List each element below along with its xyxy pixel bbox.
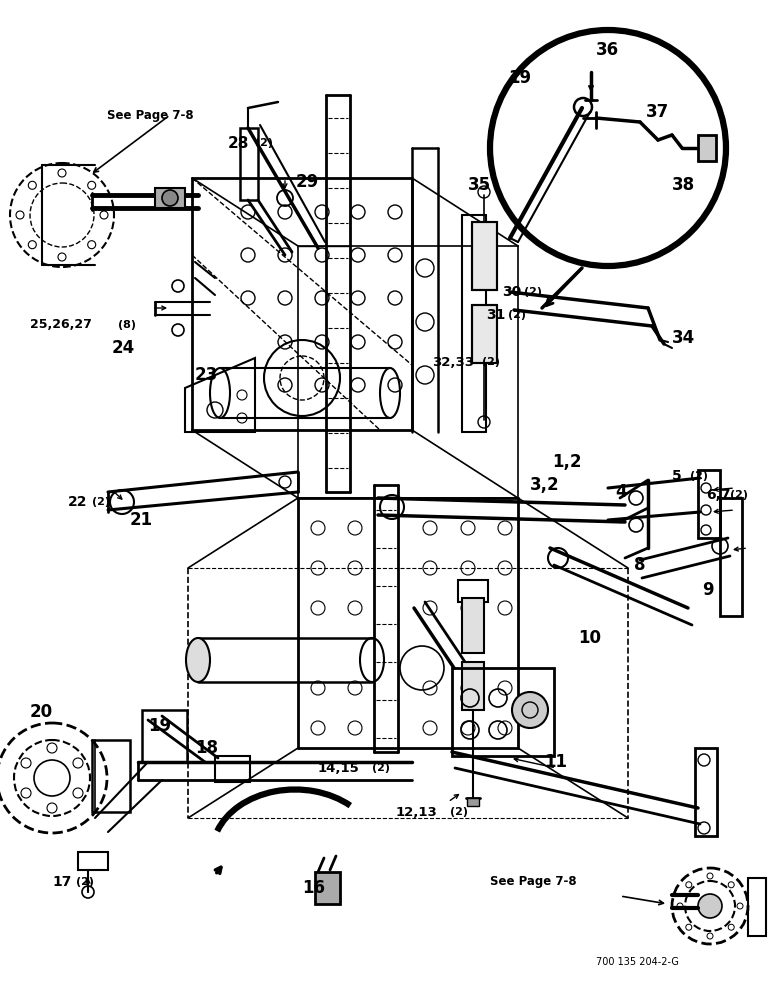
Text: 31: 31 [486,308,506,322]
Text: 5: 5 [672,469,682,483]
Circle shape [698,894,722,918]
Bar [142,710,187,762]
Text: 36: 36 [596,41,619,59]
Text: 20: 20 [30,703,53,721]
Text: 38: 38 [672,176,695,194]
Text: 700 135 204-2-G: 700 135 204-2-G [596,957,679,967]
Text: (2): (2) [255,138,273,148]
Ellipse shape [186,638,210,682]
Bar [698,470,720,538]
Bar [472,222,497,290]
Bar [78,852,108,870]
Text: 37: 37 [646,103,669,121]
Text: 25,26,27: 25,26,27 [30,318,92,332]
Text: (2): (2) [690,471,708,481]
Text: 18: 18 [195,739,218,757]
Text: (8): (8) [118,320,136,330]
Text: 21: 21 [130,511,153,529]
Text: (2): (2) [524,287,542,297]
Bar [720,498,742,616]
Bar [240,128,258,200]
Text: 30: 30 [502,285,521,299]
Bar [155,188,185,208]
Bar [315,872,340,904]
Text: 29: 29 [296,173,320,191]
Text: 35: 35 [468,176,491,194]
Bar [458,580,488,602]
Text: (2): (2) [450,807,468,817]
Text: 1,2: 1,2 [552,453,581,471]
Text: 12,13: 12,13 [396,806,438,818]
Text: (2): (2) [372,763,390,773]
Bar [462,662,484,710]
Bar [215,756,250,782]
Text: (2): (2) [730,490,748,500]
Text: 8: 8 [634,556,645,574]
Text: 28: 28 [228,135,249,150]
Text: (2): (2) [92,497,110,507]
Text: See Page 7-8: See Page 7-8 [107,108,194,121]
Text: 19: 19 [148,717,171,735]
Text: 32,33: 32,33 [432,356,474,368]
Text: 6,7: 6,7 [706,488,730,502]
Text: 14,15: 14,15 [318,762,360,774]
Text: 34: 34 [672,329,696,347]
Text: 24: 24 [112,339,135,357]
Text: See Page 7-8: See Page 7-8 [490,876,577,888]
Bar [452,668,554,756]
Text: 19: 19 [508,69,531,87]
Bar [748,878,766,936]
Bar [472,305,497,363]
Bar [698,135,716,161]
Bar [462,598,484,653]
Bar [695,748,717,836]
Text: 3,2: 3,2 [530,476,560,494]
Text: (2): (2) [482,357,500,367]
Text: (2): (2) [76,877,94,887]
Circle shape [162,190,178,206]
Bar [92,740,130,812]
Text: 9: 9 [702,581,713,599]
Text: 17: 17 [52,875,71,889]
Text: 10: 10 [578,629,601,647]
Text: 11: 11 [544,753,567,771]
Text: 16: 16 [302,879,325,897]
Circle shape [512,692,548,728]
Text: (2): (2) [508,310,526,320]
Text: 4: 4 [615,483,627,501]
Text: 22: 22 [68,495,87,509]
Bar [467,798,479,806]
Text: 23: 23 [195,366,218,384]
